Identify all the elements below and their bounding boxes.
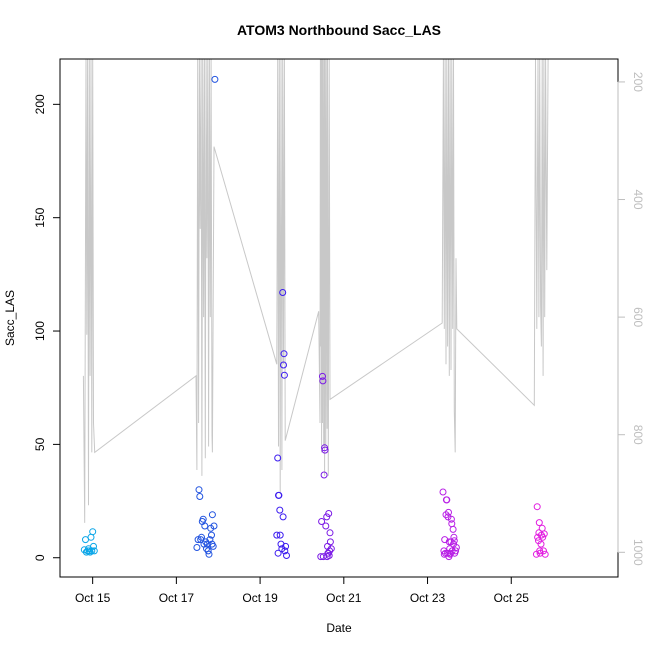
data-point	[204, 547, 212, 555]
data-point	[86, 548, 94, 556]
data-point	[281, 547, 289, 555]
x-axis: Oct 15 Oct 17 Oct 19 Oct 21 Oct 23 Oct 25	[75, 576, 530, 605]
data-point	[87, 533, 95, 541]
data-point	[80, 546, 88, 554]
data-point	[273, 531, 281, 539]
data-point	[280, 361, 287, 369]
data-point	[539, 533, 547, 541]
data-point	[445, 508, 452, 516]
y-tick-label: 100	[33, 321, 47, 341]
data-point	[274, 549, 282, 557]
data-point	[85, 547, 93, 555]
y-axis-label: Sacc_LAS	[3, 290, 17, 346]
data-point	[537, 540, 545, 548]
data-point	[203, 545, 210, 553]
data-point	[319, 372, 326, 380]
data-point	[210, 522, 218, 530]
data-point	[205, 550, 213, 558]
data-point	[326, 547, 334, 555]
points-layer	[80, 75, 549, 561]
x-tick-label: Oct 21	[326, 591, 362, 605]
data-point	[532, 550, 540, 558]
x-tick-label: Oct 19	[242, 591, 278, 605]
y2-tick-label: 400	[631, 190, 645, 210]
data-point	[274, 454, 282, 462]
x-tick-label: Oct 25	[494, 591, 530, 605]
data-point	[276, 531, 284, 539]
data-point	[452, 547, 460, 555]
data-point	[202, 538, 210, 546]
x-tick-label: Oct 23	[410, 591, 446, 605]
data-point	[327, 545, 335, 553]
data-point	[276, 506, 284, 514]
x-tick-label: Oct 15	[75, 591, 111, 605]
data-point	[322, 522, 330, 530]
data-point	[319, 377, 327, 385]
y-tick-label: 50	[33, 437, 47, 451]
data-point	[323, 513, 331, 521]
y2-tick-label: 200	[631, 72, 645, 92]
x-tick-label: Oct 17	[159, 591, 195, 605]
y2-tick-label: 1000	[631, 539, 645, 566]
data-point	[450, 537, 458, 545]
data-point	[283, 552, 290, 559]
data-point	[209, 542, 217, 550]
data-point	[452, 544, 460, 551]
data-point	[201, 522, 209, 530]
data-point	[540, 547, 547, 555]
data-point	[282, 542, 290, 550]
data-point	[449, 525, 457, 533]
data-point	[318, 518, 326, 525]
data-point	[535, 519, 543, 527]
data-point	[208, 531, 215, 539]
data-point	[279, 513, 287, 521]
data-point	[88, 547, 96, 555]
data-point	[275, 491, 283, 499]
data-point	[196, 493, 204, 500]
data-point	[208, 511, 216, 519]
data-point	[90, 542, 97, 550]
data-point	[540, 530, 548, 538]
data-point	[538, 524, 546, 532]
y2-tick-label: 600	[631, 307, 645, 327]
data-point	[195, 486, 203, 494]
y-tick-label: 200	[33, 94, 47, 114]
data-point	[326, 529, 334, 537]
data-point	[326, 538, 334, 546]
data-point	[447, 515, 455, 523]
data-point	[534, 533, 542, 541]
data-point	[211, 75, 219, 83]
y-axis: 0 50 100 150 200	[33, 94, 61, 561]
data-point	[280, 350, 288, 358]
data-point	[193, 544, 201, 551]
data-point	[439, 488, 447, 496]
data-point	[199, 515, 207, 523]
data-point	[541, 550, 549, 558]
data-point	[90, 547, 98, 555]
data-point	[89, 528, 97, 536]
y2-tick-label: 800	[631, 425, 645, 445]
secondary-line-layer	[82, 58, 549, 523]
chart-title: ATOM3 Northbound Sacc_LAS	[237, 22, 441, 38]
data-point	[320, 471, 328, 479]
data-point	[448, 520, 456, 528]
y2-axis: 200 400 600 800 1000	[617, 72, 645, 566]
data-point	[279, 289, 287, 296]
data-point	[533, 503, 541, 511]
data-point	[321, 446, 329, 454]
data-point	[443, 496, 451, 504]
data-point	[206, 536, 214, 544]
data-point	[325, 552, 333, 559]
x-axis-label: Date	[326, 621, 352, 635]
secondary-line	[82, 58, 549, 523]
data-point	[198, 533, 205, 541]
y-tick-label: 150	[33, 207, 47, 227]
data-point	[325, 510, 333, 517]
data-point	[280, 371, 288, 379]
y-tick-label: 0	[33, 554, 47, 561]
data-point	[450, 533, 458, 541]
